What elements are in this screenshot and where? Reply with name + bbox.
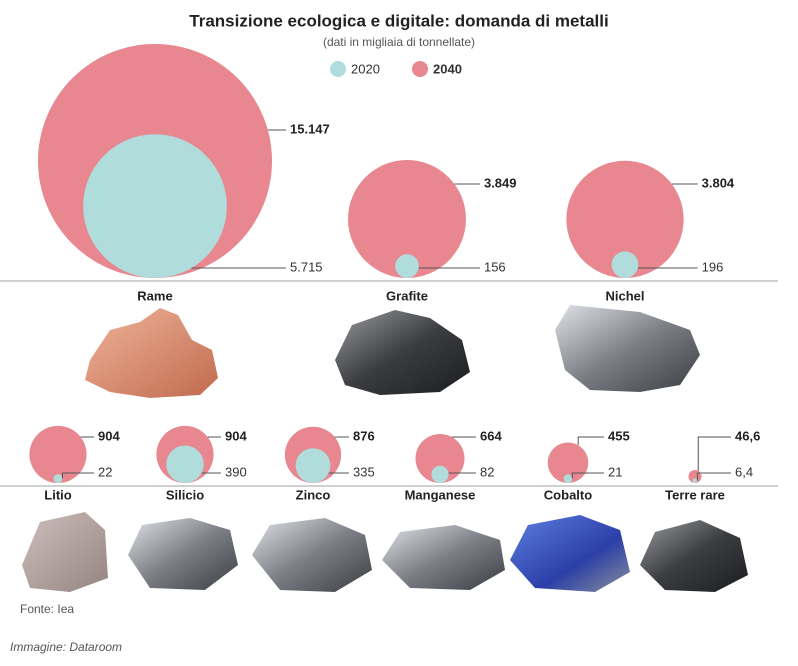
value-label-2020: 6,4: [735, 464, 753, 479]
rock-image: [252, 518, 372, 592]
value-label-2040: 3.849: [484, 175, 517, 190]
bubble-2040: [29, 425, 87, 484]
value-label-2040: 15.147: [290, 121, 330, 136]
bubble-2020: [83, 134, 227, 278]
rock-images: [22, 305, 748, 592]
leader-line: [696, 472, 731, 481]
rock-image: [382, 525, 505, 590]
bubble-2020: [395, 254, 419, 278]
rock-image: [510, 515, 630, 592]
value-label-2020: 21: [608, 464, 622, 479]
category-label: Litio: [44, 487, 71, 502]
rock-image: [555, 305, 700, 392]
rock-image: [640, 520, 748, 592]
value-label-2040: 3.804: [702, 175, 735, 190]
image-caption: Immagine: Dataroom: [10, 640, 122, 654]
bubble-2040: [566, 160, 684, 278]
bubble-2020: [431, 465, 449, 483]
bubble-2020: [563, 474, 573, 483]
legend-swatch: [330, 61, 346, 77]
chart-subtitle: (dati in migliaia di tonnellate): [323, 35, 475, 49]
legend-label: 2020: [351, 61, 380, 76]
leader-line: [697, 436, 731, 471]
rock-image: [85, 308, 218, 398]
leader-line: [61, 472, 94, 479]
value-label-2020: 335: [353, 464, 375, 479]
category-label: Nichel: [605, 288, 644, 303]
bubble-2020: [53, 474, 63, 484]
value-label-2020: 82: [480, 464, 494, 479]
category-label: Cobalto: [544, 487, 592, 502]
value-label-2040: 876: [353, 428, 375, 443]
category-label: Manganese: [405, 487, 476, 502]
value-label-2040: 46,6: [735, 428, 760, 443]
bubble-2020: [166, 445, 204, 483]
category-label: Terre rare: [665, 487, 725, 502]
bubble-2020: [692, 478, 698, 483]
value-label-2040: 455: [608, 428, 630, 443]
rock-image: [22, 512, 108, 592]
bubble-2040: [415, 434, 465, 483]
value-label-2040: 664: [480, 428, 502, 443]
rock-image: [128, 518, 238, 590]
leader-line: [571, 472, 604, 479]
category-label: Zinco: [296, 487, 331, 502]
source-note: Fonte: Iea: [20, 602, 74, 616]
value-label-2040: 904: [225, 428, 247, 443]
value-label-2020: 22: [98, 464, 112, 479]
value-label-2020: 390: [225, 464, 247, 479]
leader-line: [577, 436, 604, 446]
bubble-2020: [295, 448, 331, 483]
bubble-2020: [611, 251, 639, 278]
rock-image: [335, 310, 470, 395]
legend-swatch: [412, 61, 428, 77]
category-label: Rame: [137, 288, 172, 303]
category-label: Silicio: [166, 487, 204, 502]
value-label-2020: 196: [702, 259, 724, 274]
category-label: Grafite: [386, 288, 428, 303]
chart-title: Transizione ecologica e digitale: domand…: [189, 11, 608, 30]
value-label-2020: 5.715: [290, 259, 323, 274]
value-label-2040: 904: [98, 428, 120, 443]
value-label-2020: 156: [484, 259, 506, 274]
legend-label: 2040: [433, 61, 462, 76]
bubble-2040: [348, 160, 466, 278]
